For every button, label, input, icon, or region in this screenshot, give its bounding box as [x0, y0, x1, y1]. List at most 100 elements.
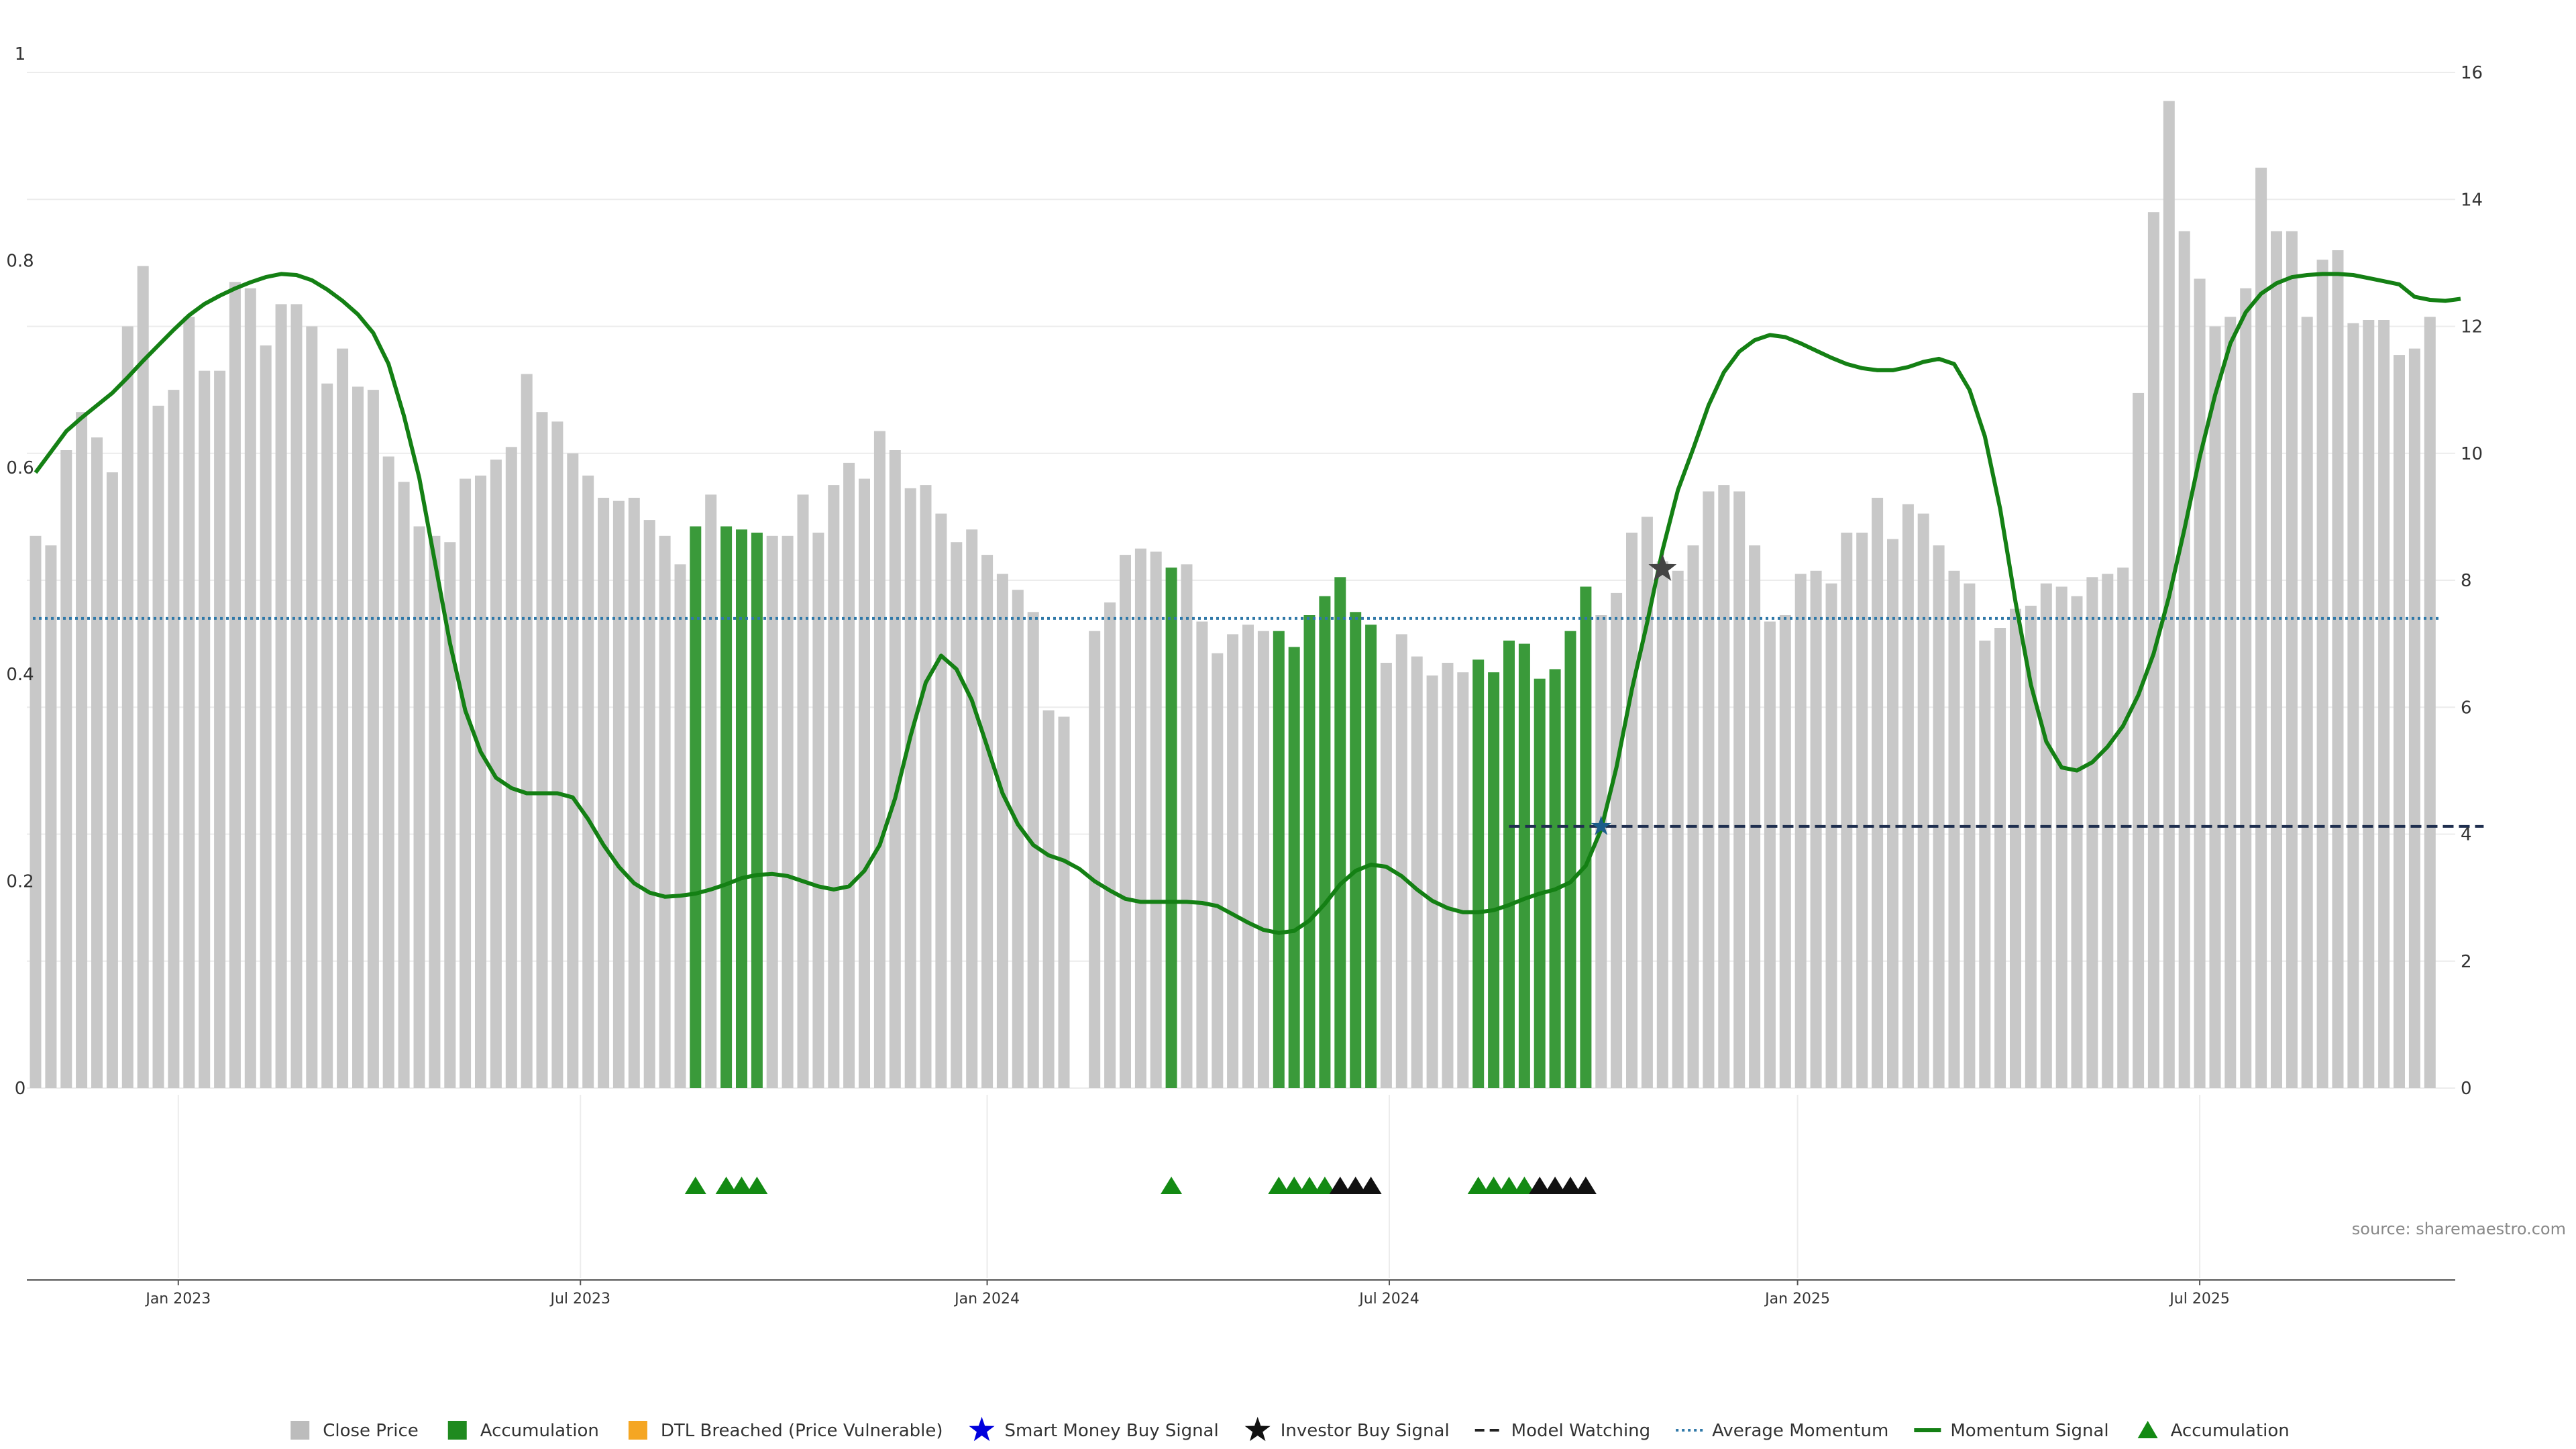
close-price-bar	[1672, 570, 1684, 1088]
close-price-bar	[1595, 615, 1607, 1088]
close-price-bar	[306, 326, 318, 1088]
close-price-bar	[2424, 317, 2436, 1088]
close-price-bar	[2209, 326, 2221, 1088]
accumulation-bar	[1350, 612, 1362, 1088]
close-price-bar	[460, 478, 472, 1088]
right-axis-tick-label: 8	[2461, 571, 2472, 591]
close-price-bar	[45, 545, 57, 1088]
close-price-bar	[1933, 545, 1945, 1088]
close-price-bar	[1656, 561, 1668, 1088]
accumulation-bar	[1488, 672, 1500, 1088]
right-axis-tick-label: 10	[2461, 444, 2483, 464]
close-price-bar	[275, 304, 287, 1088]
close-price-bar	[1749, 545, 1761, 1088]
close-price-bar	[2408, 348, 2420, 1088]
accumulation-triangle-green	[1161, 1177, 1183, 1194]
close-price-bar	[1902, 504, 1914, 1088]
close-price-bar	[1058, 716, 1070, 1088]
close-price-bar	[1917, 513, 1929, 1088]
close-price-bar	[1181, 564, 1193, 1088]
accumulation-triangle-green	[1283, 1177, 1305, 1194]
legend-item: Investor Buy Signal	[1244, 1417, 1450, 1442]
close-price-bar	[1810, 570, 1822, 1088]
close-price-bar	[1426, 675, 1438, 1088]
close-price-bar	[1257, 631, 1269, 1088]
close-price-bar	[659, 535, 671, 1088]
accumulation-bar	[690, 526, 702, 1088]
close-price-bar	[1442, 663, 1454, 1088]
close-price-bar	[828, 485, 840, 1088]
legend-item: Smart Money Buy Signal	[969, 1417, 1219, 1442]
close-price-bar	[1104, 602, 1116, 1088]
close-price-bar	[996, 574, 1008, 1088]
accumulation-bar	[736, 529, 747, 1088]
accumulation-triangle-green	[684, 1177, 706, 1194]
accumulation-bar	[720, 526, 733, 1088]
right-axis-tick-label: 12	[2461, 317, 2483, 337]
close-price-bar	[168, 390, 180, 1088]
x-axis-tick-label: Jul 2025	[2168, 1291, 2230, 1307]
legend-star-icon	[969, 1417, 995, 1442]
close-price-bar	[536, 412, 548, 1088]
accumulation-bar	[1534, 678, 1546, 1088]
close-price-bar	[1457, 672, 1469, 1088]
close-price-bar	[137, 266, 149, 1089]
close-price-bar	[1012, 590, 1024, 1088]
right-axis-tick-label: 14	[2461, 190, 2483, 210]
x-axis-tick-label: Jul 2023	[549, 1291, 610, 1307]
accumulation-triangle-green	[1513, 1177, 1536, 1194]
close-price-bar	[1395, 634, 1407, 1088]
accumulation-triangle-green	[1313, 1177, 1336, 1194]
accumulation-triangle-green	[1483, 1177, 1505, 1194]
close-price-bar	[935, 513, 947, 1088]
close-price-bar	[2316, 260, 2328, 1089]
x-axis-tick-label: Jan 2023	[144, 1291, 211, 1307]
legend-label: Close Price	[323, 1421, 419, 1441]
close-price-bar	[30, 535, 42, 1088]
close-price-bar	[1027, 612, 1039, 1088]
accumulation-triangle-green	[731, 1177, 753, 1194]
accumulation-triangle-green	[1268, 1177, 1290, 1194]
legend-triangle-icon	[2137, 1421, 2158, 1438]
investor-buy-signal-star	[1648, 553, 1677, 581]
close-price-bar	[244, 288, 256, 1089]
close-price-bar	[705, 494, 717, 1088]
left-axis-tick-label: 1	[15, 44, 26, 64]
close-price-bar	[76, 412, 88, 1088]
close-price-bar	[1733, 491, 1746, 1088]
right-axis-tick-label: 4	[2461, 825, 2472, 845]
accumulation-bar	[1319, 596, 1331, 1088]
close-price-bar	[1042, 710, 1055, 1088]
close-price-bar	[782, 535, 794, 1088]
accumulation-triangle-green	[1498, 1177, 1520, 1194]
accumulation-triangles	[684, 1177, 1597, 1194]
close-price-bar	[337, 348, 349, 1088]
legend-label: Accumulation	[480, 1421, 599, 1441]
close-price-bar	[1089, 631, 1101, 1088]
left-axis-tick-label: 0.4	[6, 665, 34, 685]
x-axis-tick-label: Jan 2025	[1764, 1291, 1830, 1307]
close-price-bar	[859, 478, 870, 1088]
momentum-signal-line	[34, 272, 2461, 935]
close-price-bar	[1979, 640, 1991, 1088]
close-price-bar	[1411, 656, 1423, 1088]
legend-item: Momentum Signal	[1914, 1421, 2109, 1441]
close-price-bar	[598, 498, 610, 1088]
accumulation-bar	[1288, 647, 1300, 1088]
close-price-bar	[567, 453, 579, 1089]
accumulation-bar	[1549, 669, 1561, 1088]
legend-item: Accumulation	[447, 1421, 599, 1441]
close-price-bar	[2117, 568, 2129, 1088]
close-price-bars	[30, 101, 2436, 1089]
close-price-bar	[551, 421, 564, 1088]
close-price-bar	[1764, 621, 1776, 1088]
close-price-bar	[2332, 250, 2344, 1088]
close-price-bar	[2055, 586, 2068, 1088]
legend-label: Smart Money Buy Signal	[1005, 1421, 1219, 1441]
close-price-bar	[2025, 605, 2037, 1088]
accumulation-triangle-black	[1329, 1177, 1351, 1194]
close-price-bar	[2086, 577, 2098, 1088]
accumulation-triangle-black	[1574, 1177, 1597, 1194]
close-price-bar	[1196, 621, 1208, 1088]
close-price-bar	[1687, 545, 1699, 1088]
